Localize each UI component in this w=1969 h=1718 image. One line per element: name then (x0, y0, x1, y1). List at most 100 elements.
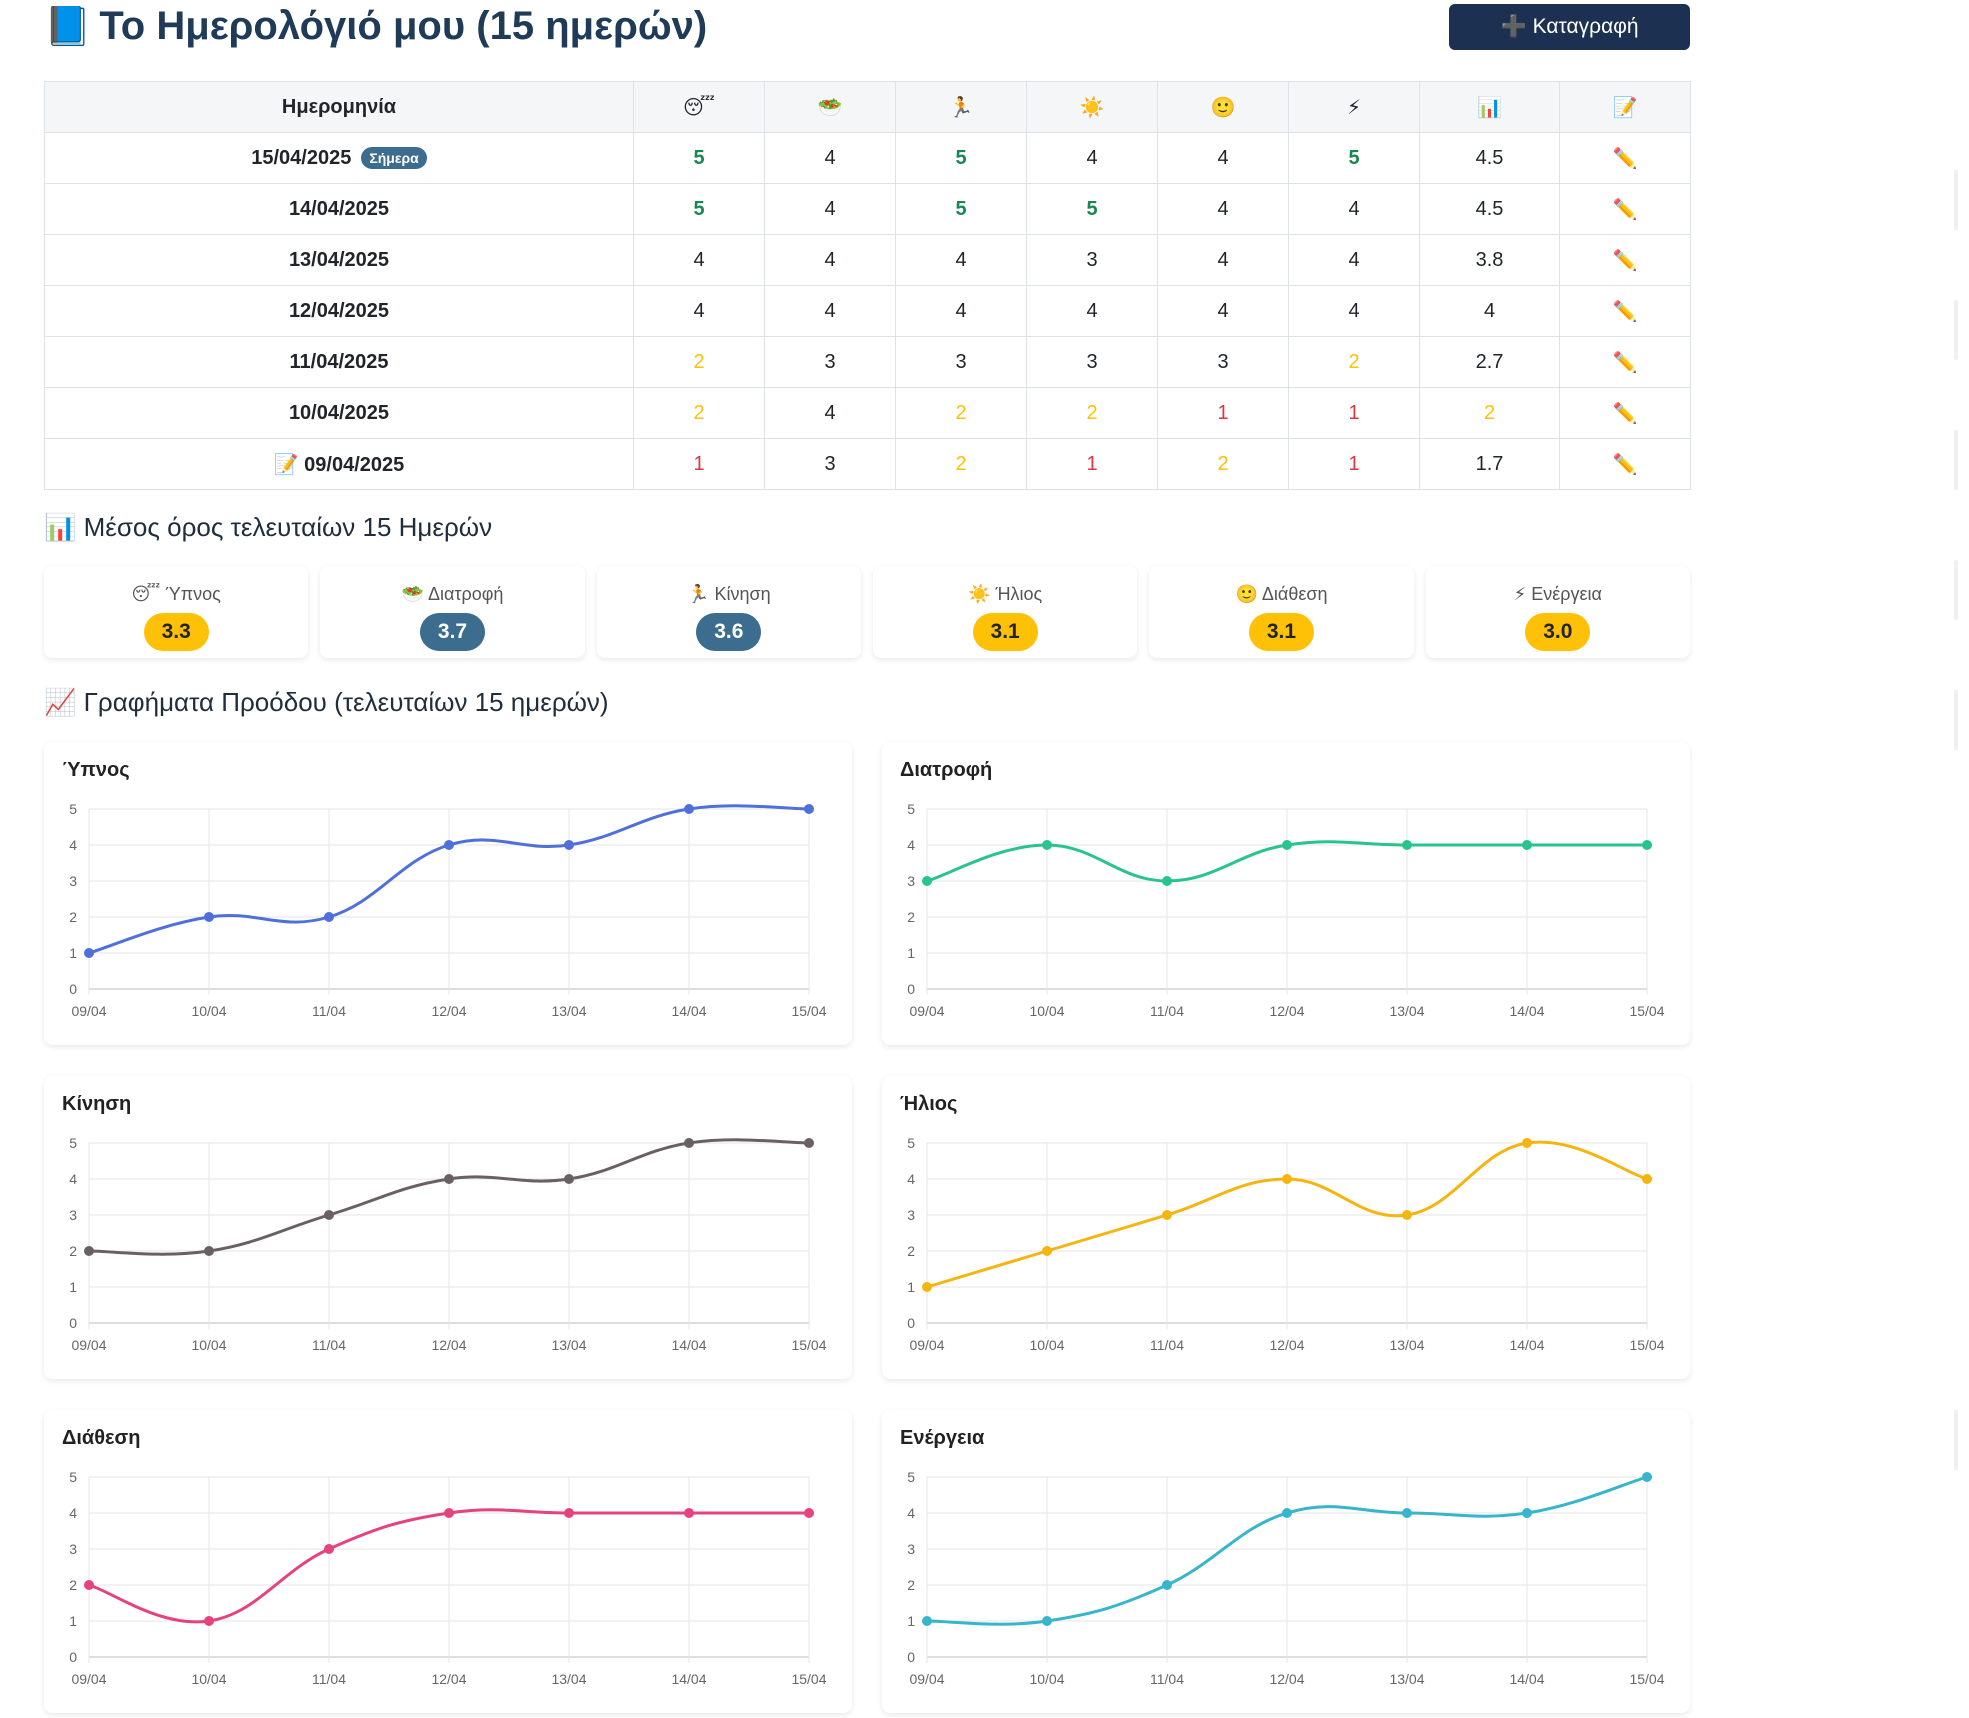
data-point (204, 1246, 214, 1256)
y-tick-label: 1 (69, 945, 77, 961)
average-card: 🙂 Διάθεση 3.1 (1149, 566, 1414, 658)
pencil-icon[interactable]: ✏️ (1612, 300, 1638, 323)
date-cell: 11/04/2025 (44, 336, 634, 388)
date-text: 10/04/2025 (288, 401, 390, 424)
average-label-text: Ενέργεια (1531, 584, 1602, 604)
edit-cell: ✏️ (1559, 336, 1691, 388)
average-label: ☀️ Ήλιος (873, 581, 1137, 607)
y-tick-label: 4 (69, 837, 77, 853)
date-cell: 10/04/2025 (44, 387, 634, 439)
score-cell: 4 (1288, 285, 1420, 337)
data-point (1162, 1210, 1172, 1220)
table-row: 11/04/2025 2 3 3 3 3 2 2.7 ✏️ (44, 336, 1691, 388)
score-cell: 1 (1026, 438, 1158, 490)
x-tick-label: 10/04 (1029, 1003, 1064, 1019)
data-point (1522, 1508, 1532, 1518)
table-row: 14/04/2025 5 4 5 5 4 4 4.5 ✏️ (44, 183, 1691, 235)
chart-title: Διατροφή (900, 759, 993, 781)
average-cell: 4.5 (1419, 132, 1560, 184)
average-card: ⚡ Ενέργεια 3.0 (1425, 566, 1690, 658)
score-cell: 2 (1157, 438, 1289, 490)
charts-title: 📈 Γραφήματα Προόδου (τελευταίων 15 ημερώ… (44, 687, 609, 718)
y-tick-label: 3 (907, 1207, 915, 1223)
pencil-icon[interactable]: ✏️ (1612, 351, 1638, 374)
column-header-3: 🏃 (895, 81, 1027, 133)
x-tick-label: 14/04 (1509, 1671, 1544, 1687)
score-cell: 4 (895, 234, 1027, 286)
table-header-row: Ημερομηνία 😴 🥗 🏃 ☀️ 🙂 ⚡ 📊 📝 (44, 81, 1691, 133)
column-header-date: Ημερομηνία (44, 81, 634, 133)
average-card: 😴 Ύπνος 3.3 (44, 566, 309, 658)
table-row: 10/04/2025 2 4 2 2 1 1 2 ✏️ (44, 387, 1691, 439)
y-tick-label: 5 (69, 801, 77, 817)
x-tick-label: 09/04 (71, 1337, 106, 1353)
column-header-4: ☀️ (1026, 81, 1158, 133)
score-cell: 4 (764, 132, 896, 184)
score-cell: 4 (1157, 132, 1289, 184)
average-icon: 🏃 (687, 584, 715, 604)
score-cell: 5 (633, 132, 765, 184)
y-tick-label: 0 (69, 1649, 77, 1665)
x-tick-label: 12/04 (431, 1003, 466, 1019)
bar-chart-icon: 📊 (44, 512, 77, 542)
x-tick-label: 10/04 (1029, 1337, 1064, 1353)
average-value-badge: 3.6 (696, 613, 762, 651)
y-tick-label: 1 (907, 945, 915, 961)
x-tick-label: 12/04 (431, 1337, 466, 1353)
pencil-icon[interactable]: ✏️ (1612, 402, 1638, 425)
chart-title: Ύπνος (62, 759, 130, 781)
edit-cell: ✏️ (1559, 387, 1691, 439)
date-cell: 📝 09/04/2025 (44, 438, 634, 490)
average-cell: 4 (1419, 285, 1560, 337)
data-point (684, 804, 694, 814)
x-tick-label: 11/04 (312, 1003, 346, 1019)
y-tick-label: 2 (907, 1243, 915, 1259)
y-tick-label: 5 (907, 801, 915, 817)
score-cell: 4 (1288, 183, 1420, 235)
x-tick-label: 09/04 (909, 1337, 944, 1353)
score-cell: 2 (633, 336, 765, 388)
x-tick-label: 13/04 (551, 1003, 586, 1019)
score-cell: 4 (764, 234, 896, 286)
score-cell: 1 (1157, 387, 1289, 439)
x-tick-label: 13/04 (1389, 1337, 1424, 1353)
score-cell: 4 (1026, 285, 1158, 337)
score-cell: 1 (1288, 438, 1420, 490)
date-text: 09/04/2025 (304, 453, 405, 476)
x-tick-label: 12/04 (1269, 1003, 1304, 1019)
line-chart: 0 1 2 3 4 5 09/04 10/04 11/04 12/04 13/04 14/04 15/0… (69, 801, 827, 1019)
pencil-icon[interactable]: ✏️ (1612, 198, 1638, 221)
pencil-icon[interactable]: ✏️ (1612, 453, 1638, 476)
x-tick-label: 11/04 (1150, 1337, 1184, 1353)
average-card: ☀️ Ήλιος 3.1 (872, 566, 1138, 658)
data-point (1042, 1616, 1052, 1626)
add-day-button[interactable]: ➕ Καταγραφή Ημέρας (1449, 4, 1690, 84)
score-cell: 4 (633, 234, 765, 286)
x-tick-label: 09/04 (71, 1003, 106, 1019)
data-point (1642, 1472, 1652, 1482)
pencil-icon[interactable]: ✏️ (1612, 249, 1638, 272)
x-tick-label: 12/04 (431, 1671, 466, 1687)
data-point (1522, 1138, 1532, 1148)
y-tick-label: 0 (69, 981, 77, 997)
y-tick-label: 0 (907, 1649, 915, 1665)
x-tick-label: 14/04 (1509, 1337, 1544, 1353)
data-point (84, 948, 94, 958)
pencil-icon[interactable]: ✏️ (1612, 147, 1638, 170)
y-tick-label: 4 (69, 1171, 77, 1187)
y-tick-label: 1 (69, 1613, 77, 1629)
page-header: 📘 Το Ημερολόγιό μου (15 ημερών) ➕ Καταγραφ… (44, 0, 1690, 84)
x-tick-label: 10/04 (191, 1671, 226, 1687)
date-text: 15/04/2025 (251, 146, 352, 169)
chart-title: Ενέργεια (900, 1427, 985, 1449)
score-cell: 1 (633, 438, 765, 490)
data-point (324, 1544, 334, 1554)
y-tick-label: 4 (69, 1505, 77, 1521)
date-cell: 12/04/2025 (44, 285, 634, 337)
y-tick-label: 4 (907, 1171, 915, 1187)
date-cell: 14/04/2025 (44, 183, 634, 235)
data-point (204, 912, 214, 922)
book-icon: 📘 (44, 6, 92, 48)
line-chart: 0 1 2 3 4 5 09/04 10/04 11/04 12/04 13/04 14/04 15/0… (907, 1135, 1665, 1353)
average-label: 😴 Ύπνος (44, 581, 308, 607)
